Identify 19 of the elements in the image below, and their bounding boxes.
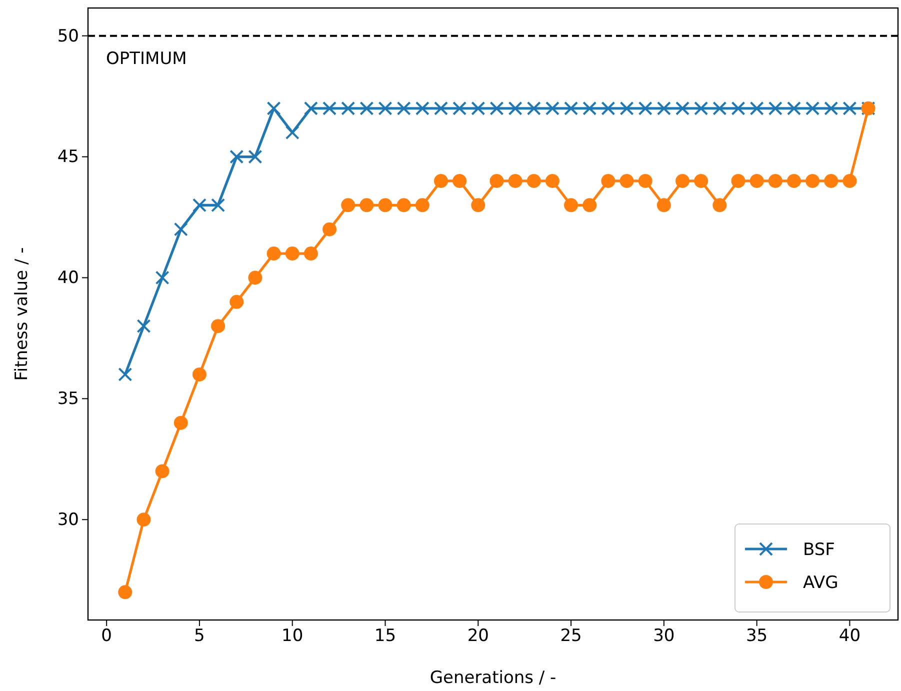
x-tick-label: 20: [467, 626, 489, 646]
legend-label: AVG: [803, 573, 838, 593]
x-tick-label: 15: [374, 626, 396, 646]
legend-label: BSF: [803, 540, 835, 560]
ref-line-label: OPTIMUM: [106, 48, 187, 69]
x-tick-label: 30: [653, 626, 675, 646]
y-axis-title: Fitness value / -: [12, 247, 32, 381]
x-tick-label: 5: [194, 626, 205, 646]
x-tick-label: 10: [282, 626, 304, 646]
x-tick-label: 35: [746, 626, 768, 646]
y-tick-label: 40: [57, 268, 79, 288]
x-tick-label: 0: [101, 626, 112, 646]
x-tick-label: 25: [560, 626, 582, 646]
y-tick-label: 45: [57, 147, 79, 168]
y-tick-label: 35: [57, 389, 79, 410]
x-tick-label: 40: [838, 626, 861, 646]
x-axis-title: Generations / -: [430, 668, 556, 688]
y-tick-label: 30: [57, 510, 79, 530]
y-tick-label: 50: [57, 26, 79, 46]
